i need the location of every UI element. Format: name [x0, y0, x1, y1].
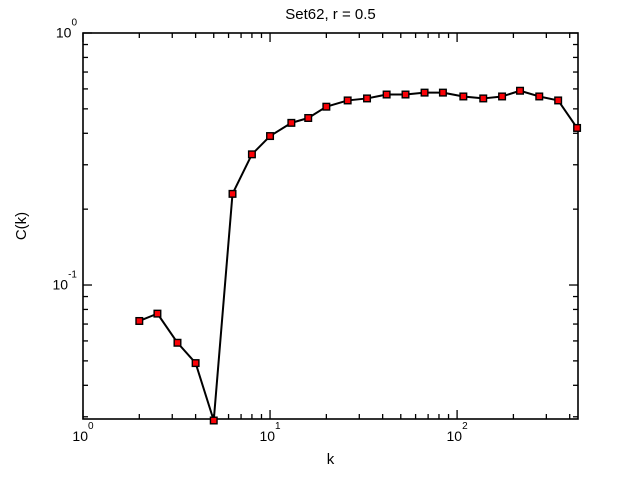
data-point-marker: [322, 102, 331, 111]
data-point-marker: [191, 359, 200, 368]
data-point-marker: [438, 88, 447, 97]
data-point-marker: [573, 123, 582, 132]
x-tick-label: 100: [72, 421, 94, 444]
data-point-marker: [401, 90, 410, 99]
data-point-marker: [459, 92, 468, 101]
data-point-marker: [554, 96, 563, 105]
data-point-marker: [516, 86, 525, 95]
y-tick-label: 100: [55, 17, 77, 41]
data-point-marker: [209, 416, 218, 425]
data-point-marker: [343, 96, 352, 105]
data-point-marker: [266, 132, 275, 141]
x-axis-label: k: [326, 451, 335, 468]
data-point-marker: [498, 92, 507, 101]
data-point-marker: [287, 118, 296, 127]
data-point-marker: [420, 88, 429, 97]
data-point-marker: [304, 113, 313, 122]
data-point-marker: [535, 92, 544, 101]
data-point-marker: [135, 316, 144, 325]
data-point-marker: [173, 338, 182, 347]
y-axis-label: C(k): [13, 211, 30, 241]
data-point-marker: [363, 94, 372, 103]
x-tick-label: 102: [446, 421, 468, 444]
data-point-marker: [153, 309, 162, 318]
data-point-marker: [228, 189, 237, 198]
data-point-marker: [479, 94, 488, 103]
chart-title: Set62, r = 0.5: [285, 6, 376, 23]
x-tick-label: 101: [259, 421, 281, 444]
y-tick-label: 10-1: [52, 269, 77, 293]
data-point-marker: [247, 150, 256, 159]
data-series-line: [138, 89, 578, 422]
data-point-marker: [382, 90, 391, 99]
plot-box-border: [82, 32, 579, 420]
